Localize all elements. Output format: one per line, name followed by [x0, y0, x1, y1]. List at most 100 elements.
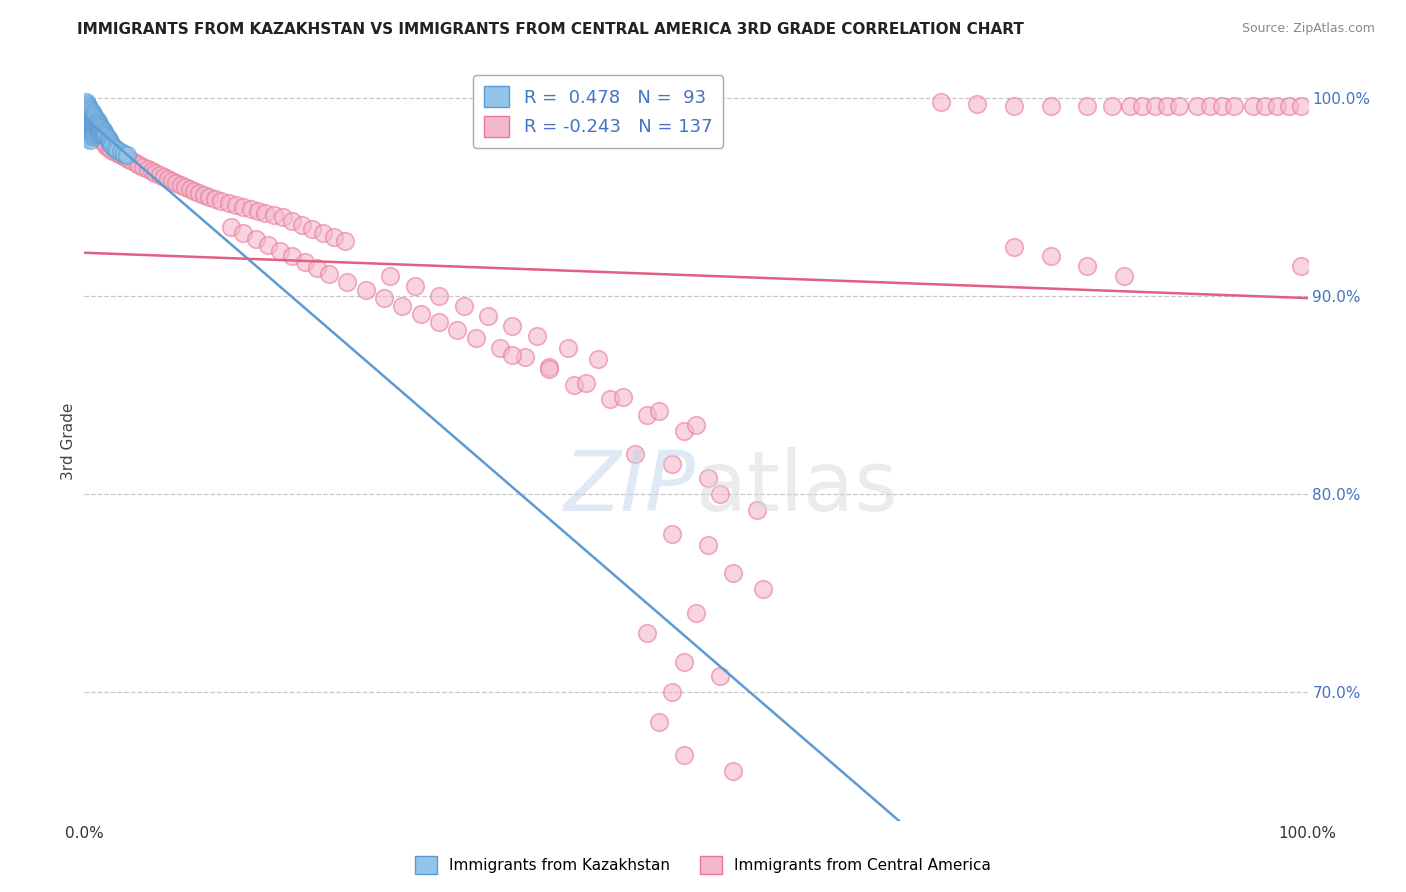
Point	[219, 219, 242, 234]
Text: Source: ZipAtlas.com: Source: ZipAtlas.com	[1241, 22, 1375, 36]
Point	[162, 174, 184, 188]
Point	[97, 140, 120, 154]
Point	[1101, 99, 1123, 113]
Point	[83, 127, 105, 141]
Point	[648, 714, 671, 729]
Point	[80, 111, 103, 125]
Point	[1002, 99, 1025, 113]
Point	[1291, 99, 1313, 113]
Point	[333, 234, 356, 248]
Point	[1198, 99, 1220, 113]
Point	[404, 279, 426, 293]
Point	[86, 125, 108, 139]
Point	[82, 128, 104, 143]
Point	[709, 669, 731, 683]
Point	[90, 120, 112, 135]
Point	[225, 198, 247, 212]
Point	[77, 120, 100, 135]
Point	[149, 169, 172, 183]
Point	[697, 471, 720, 485]
Point	[165, 176, 187, 190]
Point	[77, 125, 100, 139]
Point	[77, 99, 100, 113]
Point	[1076, 99, 1098, 113]
Point	[87, 130, 110, 145]
Point	[77, 109, 100, 123]
Point	[87, 119, 110, 133]
Point	[84, 111, 107, 125]
Point	[156, 172, 179, 186]
Point	[77, 107, 100, 121]
Point	[254, 206, 277, 220]
Legend: R =  0.478   N =  93, R = -0.243   N = 137: R = 0.478 N = 93, R = -0.243 N = 137	[472, 75, 723, 148]
Point	[86, 112, 108, 127]
Point	[82, 112, 104, 127]
Point	[101, 138, 124, 153]
Point	[354, 283, 377, 297]
Point	[87, 122, 110, 136]
Point	[477, 309, 499, 323]
Point	[75, 111, 97, 125]
Point	[84, 120, 107, 135]
Point	[80, 122, 103, 136]
Point	[1039, 249, 1062, 263]
Point	[247, 203, 270, 218]
Point	[538, 362, 561, 376]
Point	[1156, 99, 1178, 113]
Point	[77, 130, 100, 145]
Point	[110, 148, 132, 162]
Point	[269, 244, 291, 258]
Point	[91, 135, 114, 149]
Point	[141, 164, 163, 178]
Text: atlas: atlas	[696, 447, 897, 527]
Point	[232, 226, 254, 240]
Point	[1076, 260, 1098, 274]
Point	[257, 237, 280, 252]
Point	[96, 138, 118, 153]
Point	[427, 289, 450, 303]
Point	[1039, 99, 1062, 113]
Point	[1143, 99, 1166, 113]
Point	[636, 625, 658, 640]
Point	[79, 117, 101, 131]
Point	[489, 341, 512, 355]
Point	[77, 119, 100, 133]
Point	[557, 341, 579, 355]
Point	[76, 119, 98, 133]
Point	[586, 352, 609, 367]
Point	[87, 115, 110, 129]
Point	[84, 117, 107, 131]
Point	[1132, 99, 1154, 113]
Point	[263, 208, 285, 222]
Point	[75, 127, 97, 141]
Point	[79, 103, 101, 117]
Point	[173, 180, 195, 194]
Point	[117, 153, 139, 167]
Point	[77, 111, 100, 125]
Point	[75, 107, 97, 121]
Point	[301, 221, 323, 235]
Point	[84, 125, 107, 139]
Point	[218, 196, 240, 211]
Point	[128, 158, 150, 172]
Point	[76, 122, 98, 136]
Point	[76, 97, 98, 112]
Point	[1114, 269, 1136, 284]
Point	[453, 299, 475, 313]
Point	[966, 97, 988, 112]
Point	[513, 351, 536, 365]
Point	[91, 122, 114, 136]
Point	[661, 458, 683, 472]
Point	[105, 143, 128, 157]
Point	[107, 146, 129, 161]
Text: ZIP: ZIP	[564, 447, 696, 527]
Point	[562, 378, 585, 392]
Point	[87, 125, 110, 139]
Point	[747, 503, 769, 517]
Point	[79, 112, 101, 127]
Point	[77, 115, 100, 129]
Point	[77, 112, 100, 127]
Point	[179, 182, 201, 196]
Point	[721, 764, 744, 779]
Text: IMMIGRANTS FROM KAZAKHSTAN VS IMMIGRANTS FROM CENTRAL AMERICA 3RD GRADE CORRELAT: IMMIGRANTS FROM KAZAKHSTAN VS IMMIGRANTS…	[77, 22, 1024, 37]
